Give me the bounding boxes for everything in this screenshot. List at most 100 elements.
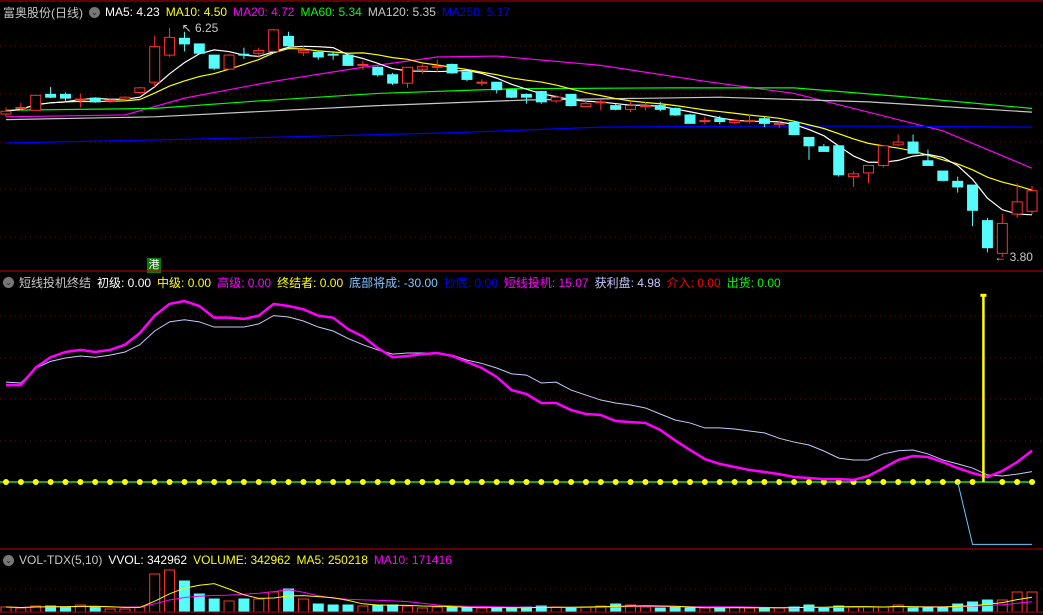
signal-dot xyxy=(553,479,560,485)
volume-bar xyxy=(59,606,71,613)
signal-dot xyxy=(880,479,887,485)
candle-body xyxy=(208,54,220,69)
candle-body xyxy=(981,220,993,249)
signal-spike-cap xyxy=(980,293,987,297)
volume-bar xyxy=(416,607,428,613)
signal-dot xyxy=(910,479,917,485)
signal-dot xyxy=(374,479,381,485)
volume-bar xyxy=(862,606,874,613)
candle-body xyxy=(580,103,592,108)
signal-dot xyxy=(672,479,679,485)
signal-dot xyxy=(121,479,128,485)
volume-bar xyxy=(758,607,770,613)
volume-bar xyxy=(1011,591,1023,613)
volume-bar xyxy=(907,607,919,613)
signal-dot xyxy=(805,479,812,485)
collapse-chevron-icon[interactable]: ⌄ xyxy=(3,276,14,288)
signal-dot xyxy=(582,479,589,485)
volume-ma10-line xyxy=(5,589,1033,609)
volume-bar xyxy=(818,607,830,613)
signal-dot xyxy=(285,479,292,485)
volume-panel-header: ⌄ VOL-TDX(5,10) VVOL: 342962 VOLUME: 3429… xyxy=(3,552,464,568)
signal-dot xyxy=(3,479,9,485)
volume-bar xyxy=(431,606,443,613)
volume-bar xyxy=(491,607,503,613)
volume-bar xyxy=(223,600,235,613)
ma-legend: MA5: 4.23 MA10: 4.50 MA20: 4.72 MA60: 5.34 M… xyxy=(105,5,516,19)
hk-connect-badge: 港 xyxy=(147,258,161,273)
volume-bar xyxy=(461,607,473,613)
signal-dot xyxy=(538,479,545,485)
candle-body xyxy=(401,66,413,84)
volume-bar xyxy=(506,607,518,613)
candle-body xyxy=(253,49,265,54)
collapse-chevron-icon[interactable]: ⌄ xyxy=(3,554,14,566)
volume-bar xyxy=(639,606,651,613)
signal-dot xyxy=(1029,479,1036,485)
signal-dot xyxy=(597,479,604,485)
volume-bar xyxy=(967,601,979,613)
candle-body xyxy=(134,87,146,94)
candle-body xyxy=(0,110,12,115)
candle-body xyxy=(193,43,205,54)
candle-body xyxy=(416,65,428,70)
volume-bar xyxy=(15,607,27,613)
volume-label: VOLUME: 342962 xyxy=(193,553,291,567)
indicator-label: 底部将成: -30.00 xyxy=(349,275,438,290)
signal-dot xyxy=(151,479,158,485)
ma-line-ma60 xyxy=(5,87,1033,111)
volume-bar xyxy=(952,603,964,613)
signal-dot xyxy=(17,479,24,485)
signal-dot xyxy=(776,479,783,485)
indicator-panel-header: ⌄ 短线投机终结 初级: 0.00 中级: 0.00 高级: 0.00 终结者: 0.… xyxy=(3,274,793,290)
candle-body xyxy=(907,141,919,154)
signal-dot xyxy=(166,479,173,485)
signal-dot xyxy=(493,479,500,485)
signal-dot xyxy=(568,479,575,485)
candle-body xyxy=(788,121,800,136)
signal-dot xyxy=(419,479,426,485)
volume-label: VVOL: 342962 xyxy=(108,553,188,567)
candle-body xyxy=(223,54,235,70)
signal-dot xyxy=(716,479,723,485)
candle-body xyxy=(520,93,532,98)
ma-label: MA120: 5.35 xyxy=(367,5,436,19)
candle-body xyxy=(327,53,339,56)
signal-dot xyxy=(32,479,39,485)
candle-body xyxy=(714,118,726,122)
candle-body xyxy=(922,160,934,166)
signal-dot xyxy=(330,479,337,485)
main-panel-header: 富奥股份(日线) ⌄ MA5: 4.23 MA10: 4.50 MA20: 4.72… xyxy=(3,4,522,20)
candle-body xyxy=(372,66,384,76)
candle-body xyxy=(312,51,324,58)
candle-body xyxy=(699,120,711,123)
ma-label: MA250: 5.17 xyxy=(441,5,510,19)
signal-dot xyxy=(181,479,188,485)
ma-line-ma20 xyxy=(5,55,1033,169)
volume-bar xyxy=(149,573,161,613)
signal-dot xyxy=(226,479,233,485)
candle-body xyxy=(1011,201,1023,215)
ma-label: MA10: 4.50 xyxy=(165,5,228,19)
candle-body xyxy=(550,96,562,102)
profit-line xyxy=(5,315,1033,477)
candle-body xyxy=(967,184,979,211)
volume-bar xyxy=(89,606,101,613)
signal-dot xyxy=(523,479,530,485)
collapse-chevron-icon[interactable]: ⌄ xyxy=(89,6,100,18)
candle-body xyxy=(149,46,161,83)
volume-bar xyxy=(922,607,934,613)
candle-body xyxy=(89,97,101,103)
candle-body xyxy=(283,35,295,47)
volume-bar xyxy=(848,606,860,613)
signal-dot xyxy=(389,479,396,485)
signal-dot xyxy=(969,479,976,485)
volume-title: VOL-TDX(5,10) xyxy=(19,553,103,567)
volume-bar xyxy=(684,607,696,613)
indicator-label: 获利盘: 4.98 xyxy=(594,275,661,290)
candle-body xyxy=(758,118,770,124)
volume-bar xyxy=(654,607,666,613)
ma-line-ma5 xyxy=(5,45,1033,216)
volume-bar xyxy=(744,607,755,613)
